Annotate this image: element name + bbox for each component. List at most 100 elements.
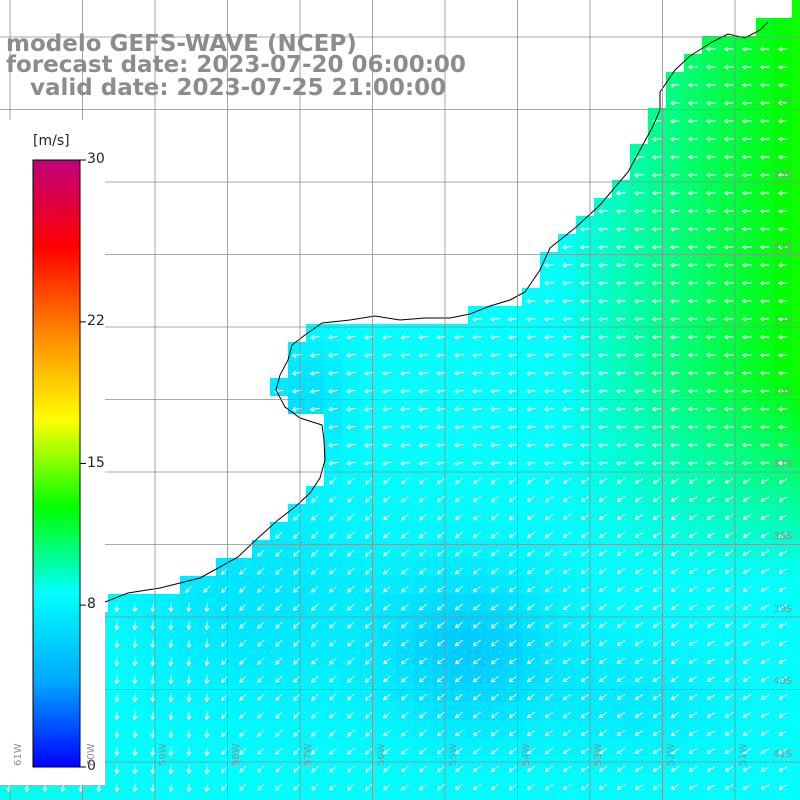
wind-arrow [634,550,644,556]
wind-arrow [778,532,788,538]
wind-arrow [328,657,337,665]
wind-arrow [579,334,590,340]
wind-speed-cell [738,216,756,234]
wind-speed-cell [630,522,648,540]
wind-arrow [742,676,752,682]
wind-speed-cell [738,756,756,774]
wind-arrow [652,586,662,592]
wind-arrow [257,783,265,791]
wind-arrow [688,550,698,556]
wind-arrow [114,728,120,739]
wind-speed-cell [378,558,396,576]
wind-speed-cell [558,234,576,252]
wind-speed-cell [648,288,666,306]
wind-arrow [364,549,373,557]
wind-speed-cell [774,108,792,126]
wind-speed-cell [396,342,414,360]
wind-speed-cell [378,378,396,396]
wind-speed-cell [756,288,774,306]
wind-arrow [381,442,392,448]
latitude-label: 35S [773,313,793,325]
wind-arrow [257,765,265,773]
wind-speed-cell [648,198,666,216]
wind-arrow [257,549,265,557]
wind-speed-cell [486,792,504,800]
wind-arrow [471,370,482,376]
wind-speed-cell [288,702,306,720]
wind-arrow [724,694,734,700]
wind-speed-cell [720,702,738,720]
wind-arrow [508,711,517,719]
wind-arrow [204,602,210,613]
wind-arrow [435,424,446,430]
wind-arrow [687,316,698,322]
wind-speed-cell [612,702,630,720]
wind-arrow [561,280,572,286]
wind-arrow [382,783,391,791]
wind-speed-cell [684,378,702,396]
wind-arrow [562,639,571,647]
wind-speed-cell [792,252,800,270]
wind-speed-cell [756,360,774,378]
wind-arrow [150,728,156,739]
wind-arrow [670,478,680,484]
wind-speed-cell [738,378,756,396]
wind-speed-cell [630,288,648,306]
wind-speed-cell [774,270,792,288]
wind-arrow [760,694,770,700]
wind-arrow [418,675,427,683]
wind-speed-cell [792,468,800,486]
wind-speed-cell [558,558,576,576]
wind-arrow [525,298,536,304]
wind-speed-cell [342,756,360,774]
wind-arrow [418,639,427,647]
wind-speed-cell [540,306,558,324]
wind-arrow [472,783,481,791]
wind-speed-cell [666,612,684,630]
wind-arrow [652,676,662,682]
wind-arrow [651,316,662,322]
wind-arrow [257,729,265,737]
wind-arrow [418,603,427,611]
wind-speed-cell [738,306,756,324]
wind-arrow [204,764,210,775]
wind-arrow [669,352,680,358]
wind-arrow [669,316,680,322]
wind-speed-cell [522,360,540,378]
wind-arrow [651,298,662,304]
wind-speed-cell [270,630,288,648]
wind-speed-cell [792,504,800,522]
wind-speed-cell [342,576,360,594]
wind-arrow [777,334,788,340]
wind-arrow [363,370,374,376]
wind-speed-cell [738,630,756,648]
wind-arrow [418,621,427,629]
wind-speed-cell [702,558,720,576]
wind-arrow [724,604,734,610]
wind-speed-cell [684,216,702,234]
wind-arrow [597,316,608,322]
wind-speed-cell [756,738,774,756]
wind-speed-cell [792,558,800,576]
wind-speed-cell [576,774,594,792]
wind-speed-cell [378,396,396,414]
title-forecast-date: forecast date: 2023-07-20 06:00:00 [6,52,466,78]
wind-arrow [669,298,680,304]
longitude-label: 51W [738,743,749,766]
wind-arrow [508,783,517,791]
wind-speed-cell [666,558,684,576]
wind-speed-cell [522,612,540,630]
wind-arrow [490,477,499,485]
wind-speed-cell [468,342,486,360]
wind-speed-cell [270,666,288,684]
wind-arrow [204,674,210,685]
wind-arrow [777,442,788,448]
wind-arrow [651,406,662,412]
wind-arrow [777,460,788,466]
wind-speed-cell [702,180,720,198]
wind-speed-cell [306,630,324,648]
wind-speed-cell [360,468,378,486]
wind-arrow [364,621,373,629]
wind-speed-cell [702,72,720,90]
wind-speed-cell [702,198,720,216]
